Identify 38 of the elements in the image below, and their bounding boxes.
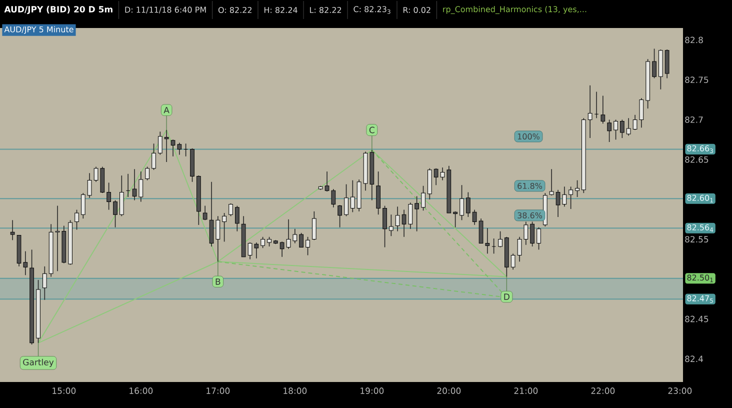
chart-subtitle: AUD/JPY 5 Minute [4,26,74,34]
text: O: 82.22 [218,6,252,14]
x-tick-label: 18:00 [284,388,307,394]
annotation: 61.8% [518,182,542,189]
annotation: 82.50$_{1}$ [687,274,713,282]
annotation: 82.47$_{5}$ [687,295,713,303]
x-tick-label: 16:00 [130,388,153,394]
x-tick-label: 17:00 [206,388,230,394]
x-tick-label: 15:00 [52,388,76,394]
annotation: 38.6% [518,212,542,218]
annotation: Gartley [23,358,54,368]
x-tick-label: 23:00 [668,388,692,394]
text: L: 82.22 [310,6,342,14]
text: C: 82.23$_{3}$ [354,6,390,14]
x-tick-label: 19:00 [360,388,384,394]
annotation: 82.56$_{4}$ [687,224,714,232]
x-tick-label: 21:00 [514,388,538,394]
y-tick-label: 82.8 [685,36,703,44]
text: R: 0.02 [403,6,430,14]
annotation: 82.60$_{1}$ [687,194,713,202]
y-tick-label: 82.75 [685,76,708,84]
y-tick-label: 82.7 [685,116,703,123]
x-tick-label: 22:00 [591,388,615,394]
y-tick-label: 82.65 [685,156,708,163]
chart-title: AUD/JPY (BID) 20 D 5m [4,6,112,14]
y-tick-label: 82.55 [685,236,708,242]
annotation: B [216,278,220,285]
text: D: 11/11/18 6:40 PM [125,6,206,14]
x-tick-label: 20:00 [437,388,461,394]
annotation: 82.66$_{3}$ [687,145,713,154]
annotation: C [369,126,374,134]
y-tick-label: 82.45 [685,316,708,322]
annotation: A [164,106,170,114]
text: rp_Combined_Harmonics (13, yes,... [443,6,586,14]
annotation: D [504,294,510,300]
text: H: 82.24 [264,6,298,14]
y-tick-label: 82.4 [685,356,703,362]
annotation: 100% [518,133,540,140]
